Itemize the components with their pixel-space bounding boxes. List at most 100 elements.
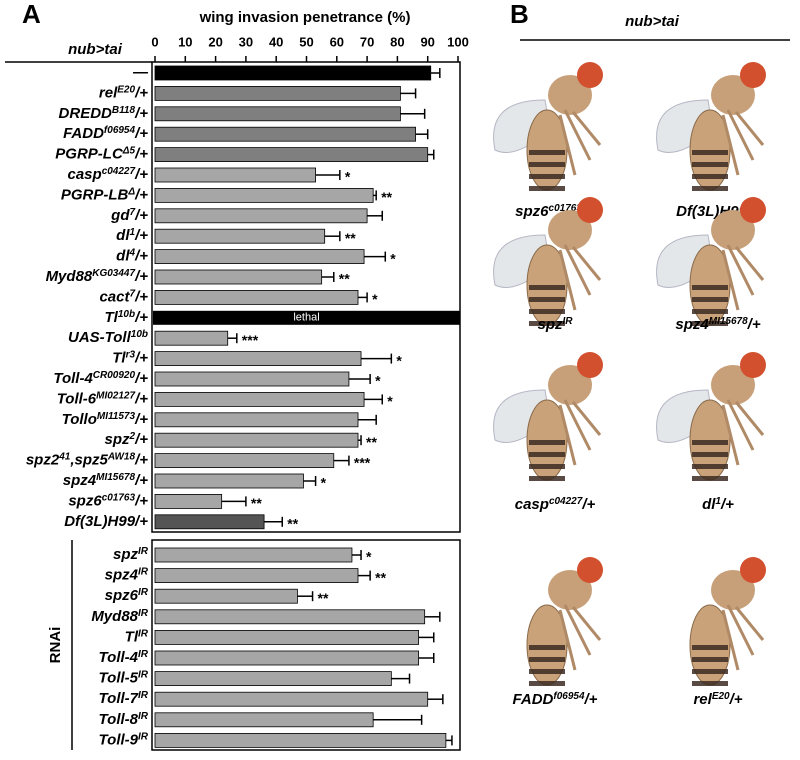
- category-label: TlIR: [125, 628, 149, 645]
- bar: [154, 671, 392, 686]
- significance: *: [375, 373, 381, 389]
- category-label: Tlr3/+: [112, 349, 148, 366]
- significance: **: [345, 230, 356, 246]
- superscript: IR: [563, 316, 574, 327]
- label-part: /+: [134, 84, 148, 101]
- bar: [154, 712, 374, 728]
- panel-label: B: [510, 0, 529, 29]
- category-label: DREDDB118/+: [59, 104, 149, 121]
- superscript: IR: [138, 546, 149, 557]
- category-label: dl1/+: [116, 227, 148, 244]
- superscript: c04227: [102, 166, 136, 177]
- label-part: FADD: [513, 691, 554, 708]
- label-part: dl: [116, 227, 130, 244]
- stripe: [692, 186, 728, 191]
- label-part: Tl: [125, 628, 139, 645]
- photo-caption: dl1/+: [702, 496, 734, 513]
- superscript: IR: [138, 710, 149, 721]
- stripe: [692, 162, 728, 167]
- label-part: /+: [720, 496, 734, 513]
- photo-caption: relE20/+: [693, 691, 742, 708]
- stripe: [692, 657, 728, 662]
- superscript: IR: [138, 607, 149, 618]
- superscript: 1: [715, 496, 721, 507]
- category-label: Toll-5IR: [99, 669, 149, 686]
- label-part: Toll-4: [53, 370, 93, 387]
- significance: *: [387, 393, 393, 409]
- stripe: [529, 452, 565, 457]
- bar: [154, 330, 229, 346]
- label-part: spz: [537, 316, 563, 333]
- label-part: /+: [134, 227, 148, 244]
- superscript: 1: [130, 227, 136, 238]
- label-part: dl: [702, 496, 716, 513]
- stripe: [529, 321, 565, 326]
- label-part: /+: [134, 350, 148, 367]
- superscript: IR: [138, 649, 149, 660]
- bar: [154, 167, 316, 183]
- bar: [154, 249, 365, 265]
- bar: [154, 630, 420, 645]
- legs: [558, 109, 602, 176]
- category-label: spz4MI15678/+: [63, 472, 148, 489]
- x-tick-label: 80: [390, 34, 404, 49]
- significance: *: [345, 169, 351, 185]
- superscript: IR: [138, 669, 149, 680]
- superscript: IR: [138, 566, 149, 577]
- legs: [721, 109, 765, 176]
- label-part: /+: [134, 309, 148, 326]
- stripe: [529, 669, 565, 674]
- category-label: spz6IR: [105, 587, 149, 604]
- superscript: IR: [138, 628, 149, 639]
- legs: [558, 399, 602, 466]
- label-part: /+: [134, 125, 148, 142]
- significance: **: [251, 495, 262, 511]
- bar: [154, 453, 335, 469]
- category-label: spz6c01763/+: [68, 492, 148, 509]
- superscript: IR: [138, 587, 149, 598]
- significance: ***: [242, 332, 259, 348]
- superscript: B118: [112, 104, 136, 115]
- x-tick-label: 10: [178, 34, 192, 49]
- superscript: 2: [129, 431, 136, 442]
- x-tick-label: 50: [299, 34, 313, 49]
- bar: [154, 126, 416, 142]
- fly-photo: [656, 352, 766, 481]
- superscript: 7: [130, 288, 136, 299]
- label-part: /+: [134, 166, 148, 183]
- label-part: spz: [113, 546, 139, 563]
- fly-photo: [656, 62, 766, 191]
- plot-frame: [151, 539, 461, 751]
- significance: **: [318, 590, 329, 606]
- thorax: [711, 570, 755, 610]
- fly-photo: [656, 197, 766, 326]
- bar: [154, 650, 420, 666]
- stripe: [529, 645, 565, 650]
- stripe: [529, 162, 565, 167]
- category-label: FADDf06954/+: [63, 125, 148, 142]
- category-label: Toll-8IR: [99, 710, 149, 727]
- bar: [154, 609, 426, 625]
- superscript: MI11573: [97, 410, 136, 421]
- bar: [154, 65, 432, 81]
- stripe: [692, 174, 728, 179]
- label-part: /+: [134, 288, 148, 305]
- label-part: /+: [134, 390, 148, 407]
- bar: [154, 473, 304, 489]
- significance: *: [366, 549, 372, 565]
- category-label: spz241,spz5AW18/+: [26, 451, 148, 468]
- stripe: [692, 150, 728, 155]
- category-label: —: [132, 64, 149, 81]
- label-part: casp: [67, 166, 101, 183]
- label-part: Toll-9: [99, 731, 139, 748]
- thorax: [711, 365, 755, 405]
- eye: [740, 62, 766, 88]
- label-part: /+: [134, 105, 148, 122]
- fly-photo: [493, 197, 603, 326]
- significance: *: [390, 250, 396, 266]
- x-tick-label: 90: [420, 34, 434, 49]
- category-label: spzIR: [113, 546, 149, 563]
- stripe: [529, 309, 565, 314]
- eye: [740, 557, 766, 583]
- stripe: [529, 681, 565, 686]
